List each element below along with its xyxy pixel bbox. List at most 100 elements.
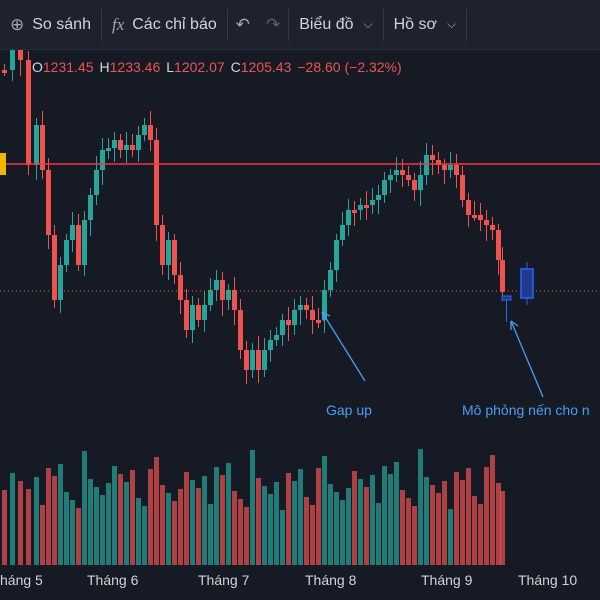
candle-body: [142, 125, 147, 135]
candle-body: [244, 350, 249, 370]
volume-bar: [412, 506, 417, 565]
candle-body: [196, 305, 201, 320]
volume-bar: [190, 480, 195, 565]
low-value: 1202.07: [174, 59, 225, 75]
plus-circle-icon: ⊕: [10, 14, 25, 34]
volume-bar: [478, 504, 483, 565]
candle-body: [130, 145, 135, 150]
candle-body: [376, 195, 381, 200]
indicators-button[interactable]: fx Các chỉ báo: [102, 0, 227, 49]
volume-bar: [340, 500, 345, 565]
gap-up-arrowhead: [321, 311, 331, 322]
high-label: H: [99, 59, 110, 75]
volume-bar: [82, 451, 87, 565]
volume-bar: [178, 489, 183, 565]
compare-button[interactable]: ⊕ So sánh: [0, 0, 101, 49]
candle-body: [106, 148, 111, 151]
candle-body: [436, 160, 441, 165]
close-value: 1205.43: [240, 59, 292, 75]
volume-bar: [58, 464, 63, 565]
candle-body: [268, 340, 273, 350]
volume-bar: [64, 492, 69, 565]
price-marker: [0, 153, 6, 175]
volume-bar: [454, 472, 459, 565]
volume-bar: [148, 469, 153, 565]
volume-bar: [286, 473, 291, 565]
redo-button[interactable]: ↷: [258, 0, 288, 49]
volume-bar: [172, 501, 177, 565]
candle-body: [250, 350, 255, 370]
candle-body: [178, 275, 183, 300]
change-value: −28.60 (−2.32%): [297, 59, 402, 75]
volume-bar: [280, 510, 285, 565]
chart-menu-button[interactable]: Biểu đồ ⌵: [289, 0, 382, 49]
candle-body: [76, 225, 81, 265]
candle-body: [18, 50, 23, 60]
undo-icon: ↶: [235, 14, 250, 34]
profile-menu-label: Hồ sơ: [393, 15, 438, 33]
x-axis-label: háng 5: [0, 572, 43, 588]
candle-body: [94, 170, 99, 195]
candle-body: [334, 240, 339, 270]
candle-body: [358, 205, 363, 210]
volume-bar: [394, 462, 399, 565]
candle-body: [136, 135, 141, 150]
chart-menu-label: Biểu đồ: [299, 15, 354, 33]
volume-bar: [94, 487, 99, 565]
candle-body: [472, 215, 477, 218]
volume-bar: [346, 488, 351, 565]
candle-body: [412, 180, 417, 190]
volume-bar: [34, 477, 39, 565]
volume-bar: [388, 474, 393, 565]
candle-body: [46, 170, 51, 235]
simulated-candle-arrowhead: [510, 320, 519, 330]
candle-body: [190, 305, 195, 330]
volume-bar: [142, 506, 147, 565]
volume-bar: [256, 478, 261, 565]
volume-bar: [268, 494, 273, 565]
candle-body: [454, 165, 459, 175]
volume-bar: [430, 485, 435, 565]
price-chart[interactable]: [0, 50, 600, 600]
candle-body: [262, 350, 267, 370]
candle-body: [256, 350, 261, 370]
candle-body: [100, 150, 105, 170]
volume-bar: [418, 449, 423, 565]
volume-bar: [106, 483, 111, 565]
volume-bar: [370, 475, 375, 565]
volume-bar: [46, 468, 51, 565]
toolbar-divider: [100, 8, 102, 41]
candle-body: [400, 170, 405, 175]
candle-body: [70, 225, 75, 240]
volume-bar: [220, 475, 225, 565]
volume-bar: [262, 486, 267, 565]
candle-body: [88, 195, 93, 220]
candle-body: [154, 140, 159, 225]
volume-bar: [304, 497, 309, 565]
volume-bar: [442, 481, 447, 565]
volume-bar: [196, 488, 201, 565]
candle-body: [328, 270, 333, 290]
candle-body: [346, 210, 351, 225]
volume-bar: [298, 469, 303, 565]
candle-body: [298, 305, 303, 310]
low-label: L: [166, 59, 175, 75]
x-axis-label: Tháng 9: [421, 572, 473, 588]
volume-bar: [244, 507, 249, 565]
indicators-label: Các chỉ báo: [132, 15, 217, 33]
profile-menu-button[interactable]: Hồ sơ ⌵: [384, 0, 467, 49]
undo-button[interactable]: ↶: [228, 0, 258, 49]
volume-bar: [406, 498, 411, 565]
volume-bar: [166, 493, 171, 565]
volume-bar: [424, 477, 429, 565]
candle-body: [118, 140, 123, 150]
simulated-candle: [501, 295, 512, 301]
chevron-down-icon: ⌵: [447, 17, 457, 31]
candle-body: [172, 240, 177, 275]
gap-up-annotation[interactable]: Gap up: [326, 402, 372, 418]
volume-bar: [202, 476, 207, 565]
simulated-candle-annotation[interactable]: Mô phỏng nến cho n: [462, 402, 590, 418]
candle-body: [490, 225, 495, 230]
volume-bar: [100, 495, 105, 565]
candle-body: [26, 60, 31, 165]
